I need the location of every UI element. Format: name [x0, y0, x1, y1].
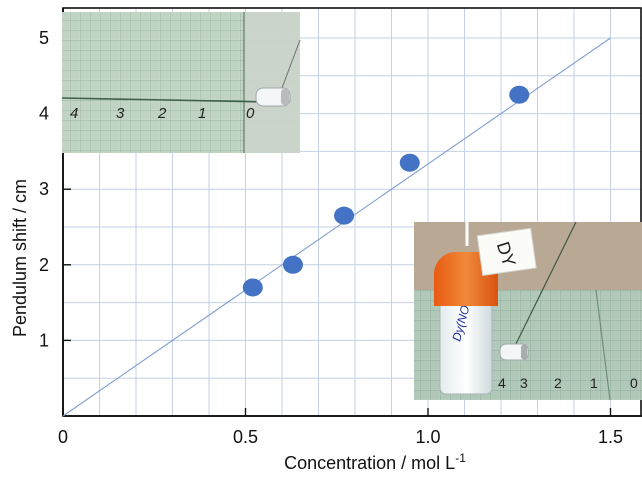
inset-top-scale-label: 0: [246, 105, 255, 122]
data-point: [282, 255, 303, 274]
inset-top-scale-label: 1: [198, 105, 206, 122]
data-point: [399, 153, 420, 172]
inset-top-scale-label: 4: [70, 105, 78, 122]
x-tick-label: 0.5: [233, 427, 258, 447]
y-tick-label: 1: [39, 330, 49, 350]
x-axis-label-superscript: -1: [455, 451, 466, 465]
y-tick-label: 3: [39, 179, 49, 199]
y-tick-label: 5: [39, 28, 49, 48]
inset-top-scale-labels: 4 3 2 1 0: [70, 105, 255, 122]
inset-bottom-scale-label: 1: [590, 375, 598, 391]
x-tick-label: 0: [58, 427, 68, 447]
data-point: [509, 85, 530, 104]
inset-bottom-scale-label: 0: [630, 375, 638, 391]
inset-bottom-scale-label: 4: [498, 375, 506, 391]
inset-bottom-scale-label: 3: [520, 375, 528, 391]
inset-top-scale-label: 2: [157, 105, 167, 122]
inset-bottom-scale-label: 2: [554, 375, 562, 391]
y-axis-label: Pendulum shift / cm: [10, 179, 30, 337]
y-tick-label: 4: [39, 104, 49, 124]
x-tick-label: 1.0: [415, 427, 440, 447]
data-point: [334, 206, 355, 225]
inset-photo-top: 4 3 2 1 0: [61, 12, 301, 153]
data-point: [242, 278, 263, 297]
data-points: [242, 85, 530, 297]
inset-top-scale-label: 3: [116, 105, 125, 122]
x-tick-label: 1.5: [598, 427, 623, 447]
y-tick-label: 2: [39, 255, 49, 275]
x-axis-label: Concentration / mol L-1: [284, 451, 466, 473]
